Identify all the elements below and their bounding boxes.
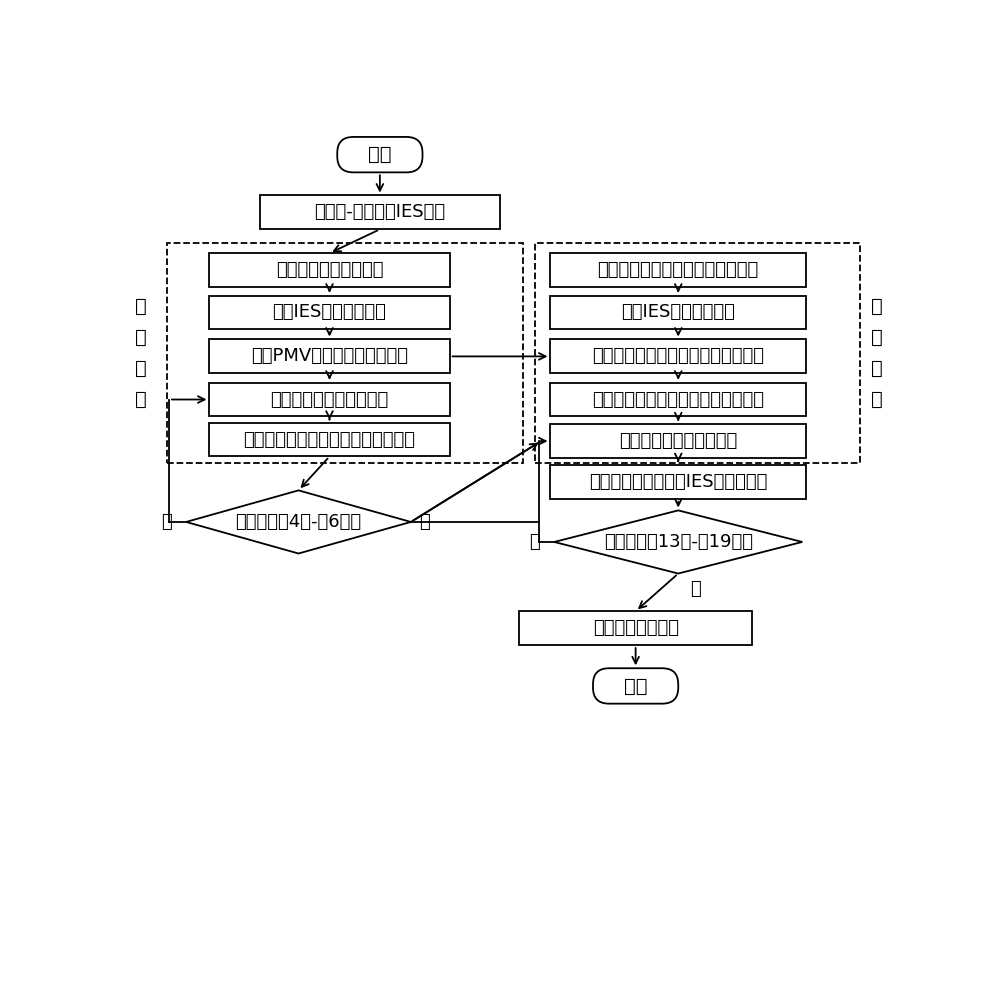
Polygon shape xyxy=(554,510,802,574)
Text: 开始: 开始 xyxy=(368,145,391,164)
FancyBboxPatch shape xyxy=(210,383,450,416)
FancyBboxPatch shape xyxy=(210,296,450,329)
Text: 构建源-荷协调的IES架构: 构建源-荷协调的IES架构 xyxy=(315,203,446,221)
FancyBboxPatch shape xyxy=(210,423,450,456)
Polygon shape xyxy=(186,490,411,554)
FancyBboxPatch shape xyxy=(550,383,806,416)
FancyBboxPatch shape xyxy=(550,339,806,373)
Text: 输入上层模型的初始参数: 输入上层模型的初始参数 xyxy=(270,391,388,409)
Text: 结束: 结束 xyxy=(624,676,647,695)
Text: 输入下层模型的初始参数: 输入下层模型的初始参数 xyxy=(619,432,738,450)
Text: 否: 否 xyxy=(162,513,172,531)
Text: 求解下层模型，得到IES的最优成本: 求解下层模型，得到IES的最优成本 xyxy=(589,473,768,491)
Text: 构建IES上层调度模型: 构建IES上层调度模型 xyxy=(272,304,386,322)
Text: 是: 是 xyxy=(690,580,701,598)
Text: 构建综合需求响应模型: 构建综合需求响应模型 xyxy=(276,261,383,279)
FancyBboxPatch shape xyxy=(550,424,806,458)
FancyBboxPatch shape xyxy=(550,465,806,499)
FancyBboxPatch shape xyxy=(338,137,422,172)
FancyBboxPatch shape xyxy=(210,253,450,287)
Text: 满足约束（13）-（19）？: 满足约束（13）-（19）？ xyxy=(604,533,753,551)
Text: 将上层求解的用能计划作为下层负荷: 将上层求解的用能计划作为下层负荷 xyxy=(592,347,765,365)
FancyBboxPatch shape xyxy=(593,668,678,704)
Text: 构建阶梯式碳交易的成本计算模型: 构建阶梯式碳交易的成本计算模型 xyxy=(598,261,759,279)
FancyBboxPatch shape xyxy=(260,195,500,229)
Bar xyxy=(535,243,860,463)
Text: 构建IES下层调度模型: 构建IES下层调度模型 xyxy=(622,304,735,322)
Text: 将旋转备用机会约束进行确定性转换: 将旋转备用机会约束进行确定性转换 xyxy=(592,391,765,409)
FancyBboxPatch shape xyxy=(210,339,450,373)
Text: 满足约束（4）-（6）？: 满足约束（4）-（6）？ xyxy=(235,513,361,531)
Text: 下
层
模
型: 下 层 模 型 xyxy=(871,297,883,409)
Text: 输出最优调度方案: 输出最优调度方案 xyxy=(593,619,678,637)
Text: 上
层
模
型: 上 层 模 型 xyxy=(135,297,147,409)
FancyBboxPatch shape xyxy=(550,253,806,287)
Text: 否: 否 xyxy=(529,533,540,551)
Text: 根据PMV指标求解最低供热量: 根据PMV指标求解最低供热量 xyxy=(251,347,408,365)
Text: 求解上层模型，得到用户的用能计划: 求解上层模型，得到用户的用能计划 xyxy=(243,431,415,449)
FancyBboxPatch shape xyxy=(550,296,806,329)
Bar xyxy=(167,243,523,463)
FancyBboxPatch shape xyxy=(519,611,752,645)
Text: 是: 是 xyxy=(419,513,429,531)
